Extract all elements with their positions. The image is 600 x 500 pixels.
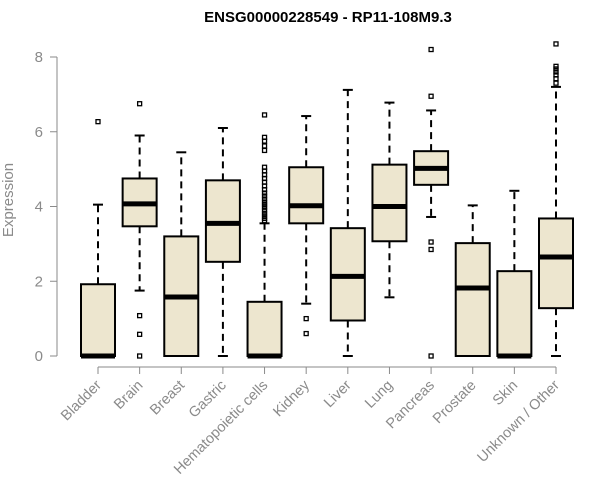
outlier-point — [428, 353, 434, 359]
outlier-point — [303, 315, 309, 322]
x-tick-label: Prostate — [430, 378, 479, 427]
box — [288, 166, 325, 225]
outlier-point — [553, 80, 559, 86]
box-group — [454, 204, 491, 357]
x-tick-label: Bladder — [58, 377, 105, 424]
y-tick-label: 4 — [35, 199, 43, 216]
x-tick-label: Kidney — [270, 377, 313, 420]
outlier-point — [553, 69, 559, 75]
box-group — [496, 189, 533, 359]
box-group — [204, 127, 241, 357]
y-tick-label: 6 — [35, 124, 43, 141]
axes: 0 2 4 6 8 — [35, 49, 557, 374]
box — [371, 163, 408, 243]
x-tick-label: Liver — [321, 377, 355, 411]
outlier-point — [261, 164, 268, 170]
outlier-point — [136, 101, 143, 107]
box-group — [163, 151, 200, 357]
box-group — [371, 101, 408, 299]
outlier-point — [261, 112, 268, 118]
outlier-point — [261, 147, 268, 154]
y-tick-label: 2 — [35, 273, 43, 290]
y-tick-label: 0 — [35, 348, 43, 365]
outlier-point — [261, 143, 268, 149]
outlier-point — [428, 239, 434, 245]
outlier-point — [553, 72, 559, 78]
outlier-point — [136, 331, 143, 337]
outlier-point — [95, 119, 101, 125]
outlier-point — [136, 353, 143, 359]
outlier-point — [261, 193, 268, 199]
outlier-point — [261, 207, 268, 213]
y-tick-label: 8 — [35, 49, 43, 66]
x-tick-label: Lung — [362, 378, 396, 412]
box — [538, 217, 574, 310]
box-group — [329, 88, 366, 357]
outlier-point — [428, 246, 434, 253]
box — [246, 300, 283, 357]
x-tick-label: Brain — [111, 378, 146, 413]
box-group — [121, 101, 158, 359]
box-group — [413, 46, 450, 359]
outlier-point — [303, 330, 309, 337]
boxes — [80, 41, 574, 359]
box-group — [538, 41, 574, 357]
outlier-point — [428, 46, 434, 53]
outlier-point — [261, 210, 268, 216]
outlier-point — [261, 199, 268, 205]
box — [496, 270, 533, 357]
box — [80, 283, 116, 357]
box-group — [80, 119, 116, 359]
x-tick-label: Breast — [147, 378, 188, 419]
box — [454, 242, 491, 357]
outlier-point — [553, 41, 559, 47]
x-tick-label: Skin — [490, 378, 521, 409]
outlier-point — [553, 63, 559, 69]
outlier-point — [261, 134, 268, 141]
box-group — [288, 115, 325, 337]
outlier-point — [261, 196, 268, 202]
y-axis-label: Expression — [0, 163, 17, 237]
chart-title: ENSG00000228549 - RP11-108M9.3 — [204, 9, 452, 26]
outlier-point — [428, 93, 434, 99]
outlier-point — [136, 312, 143, 319]
box-group — [246, 112, 283, 359]
